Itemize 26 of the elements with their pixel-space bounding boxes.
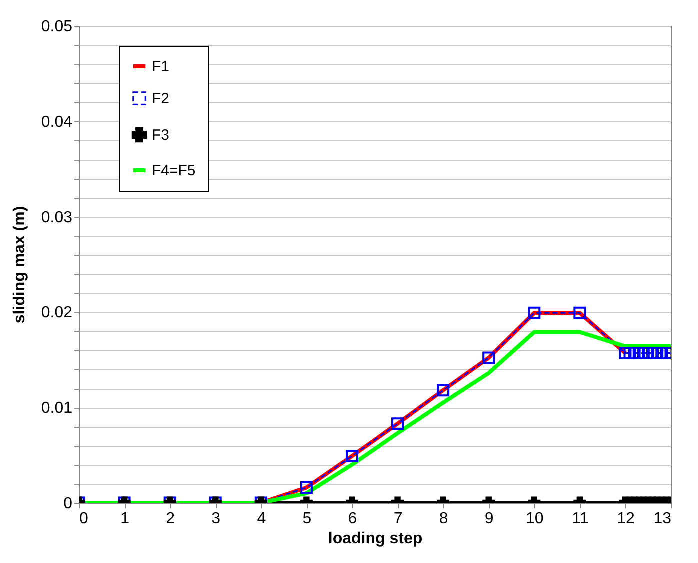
x-tick-label: 2 xyxy=(166,510,176,528)
legend-label: F2 xyxy=(152,90,170,108)
x-tick-label: 1 xyxy=(120,510,130,528)
x-tick-label: 11 xyxy=(572,510,589,528)
y-tick-label: 0.02 xyxy=(41,304,73,322)
legend-label: F3 xyxy=(152,127,170,144)
x-tick-label: 0 xyxy=(80,510,88,528)
x-tick-label: 6 xyxy=(348,510,358,528)
x-tick-label: 8 xyxy=(439,510,448,528)
legend-label: F1 xyxy=(152,58,170,76)
x-tick-label: 7 xyxy=(394,510,403,528)
legend-label: F4=F5 xyxy=(152,162,196,180)
y-tick-label: 0.03 xyxy=(41,209,73,226)
y-tick-label: 0.01 xyxy=(41,400,73,418)
x-tick-label: 10 xyxy=(526,510,544,528)
y-tick-label: 0.04 xyxy=(41,114,73,131)
x-axis-title: loading step xyxy=(328,530,423,548)
x-tick-label: 9 xyxy=(484,510,494,528)
x-tick-label: 12 xyxy=(617,510,635,528)
x-tick-label: 4 xyxy=(257,510,266,528)
y-axis-title: sliding max (m) xyxy=(11,206,28,324)
y-tick-label: 0.05 xyxy=(41,18,73,36)
y-tick-label: 0 xyxy=(64,496,73,512)
x-tick-label: 13 xyxy=(654,510,672,528)
x-tick-label: 3 xyxy=(212,510,221,528)
x-tick-label: 5 xyxy=(302,510,312,528)
